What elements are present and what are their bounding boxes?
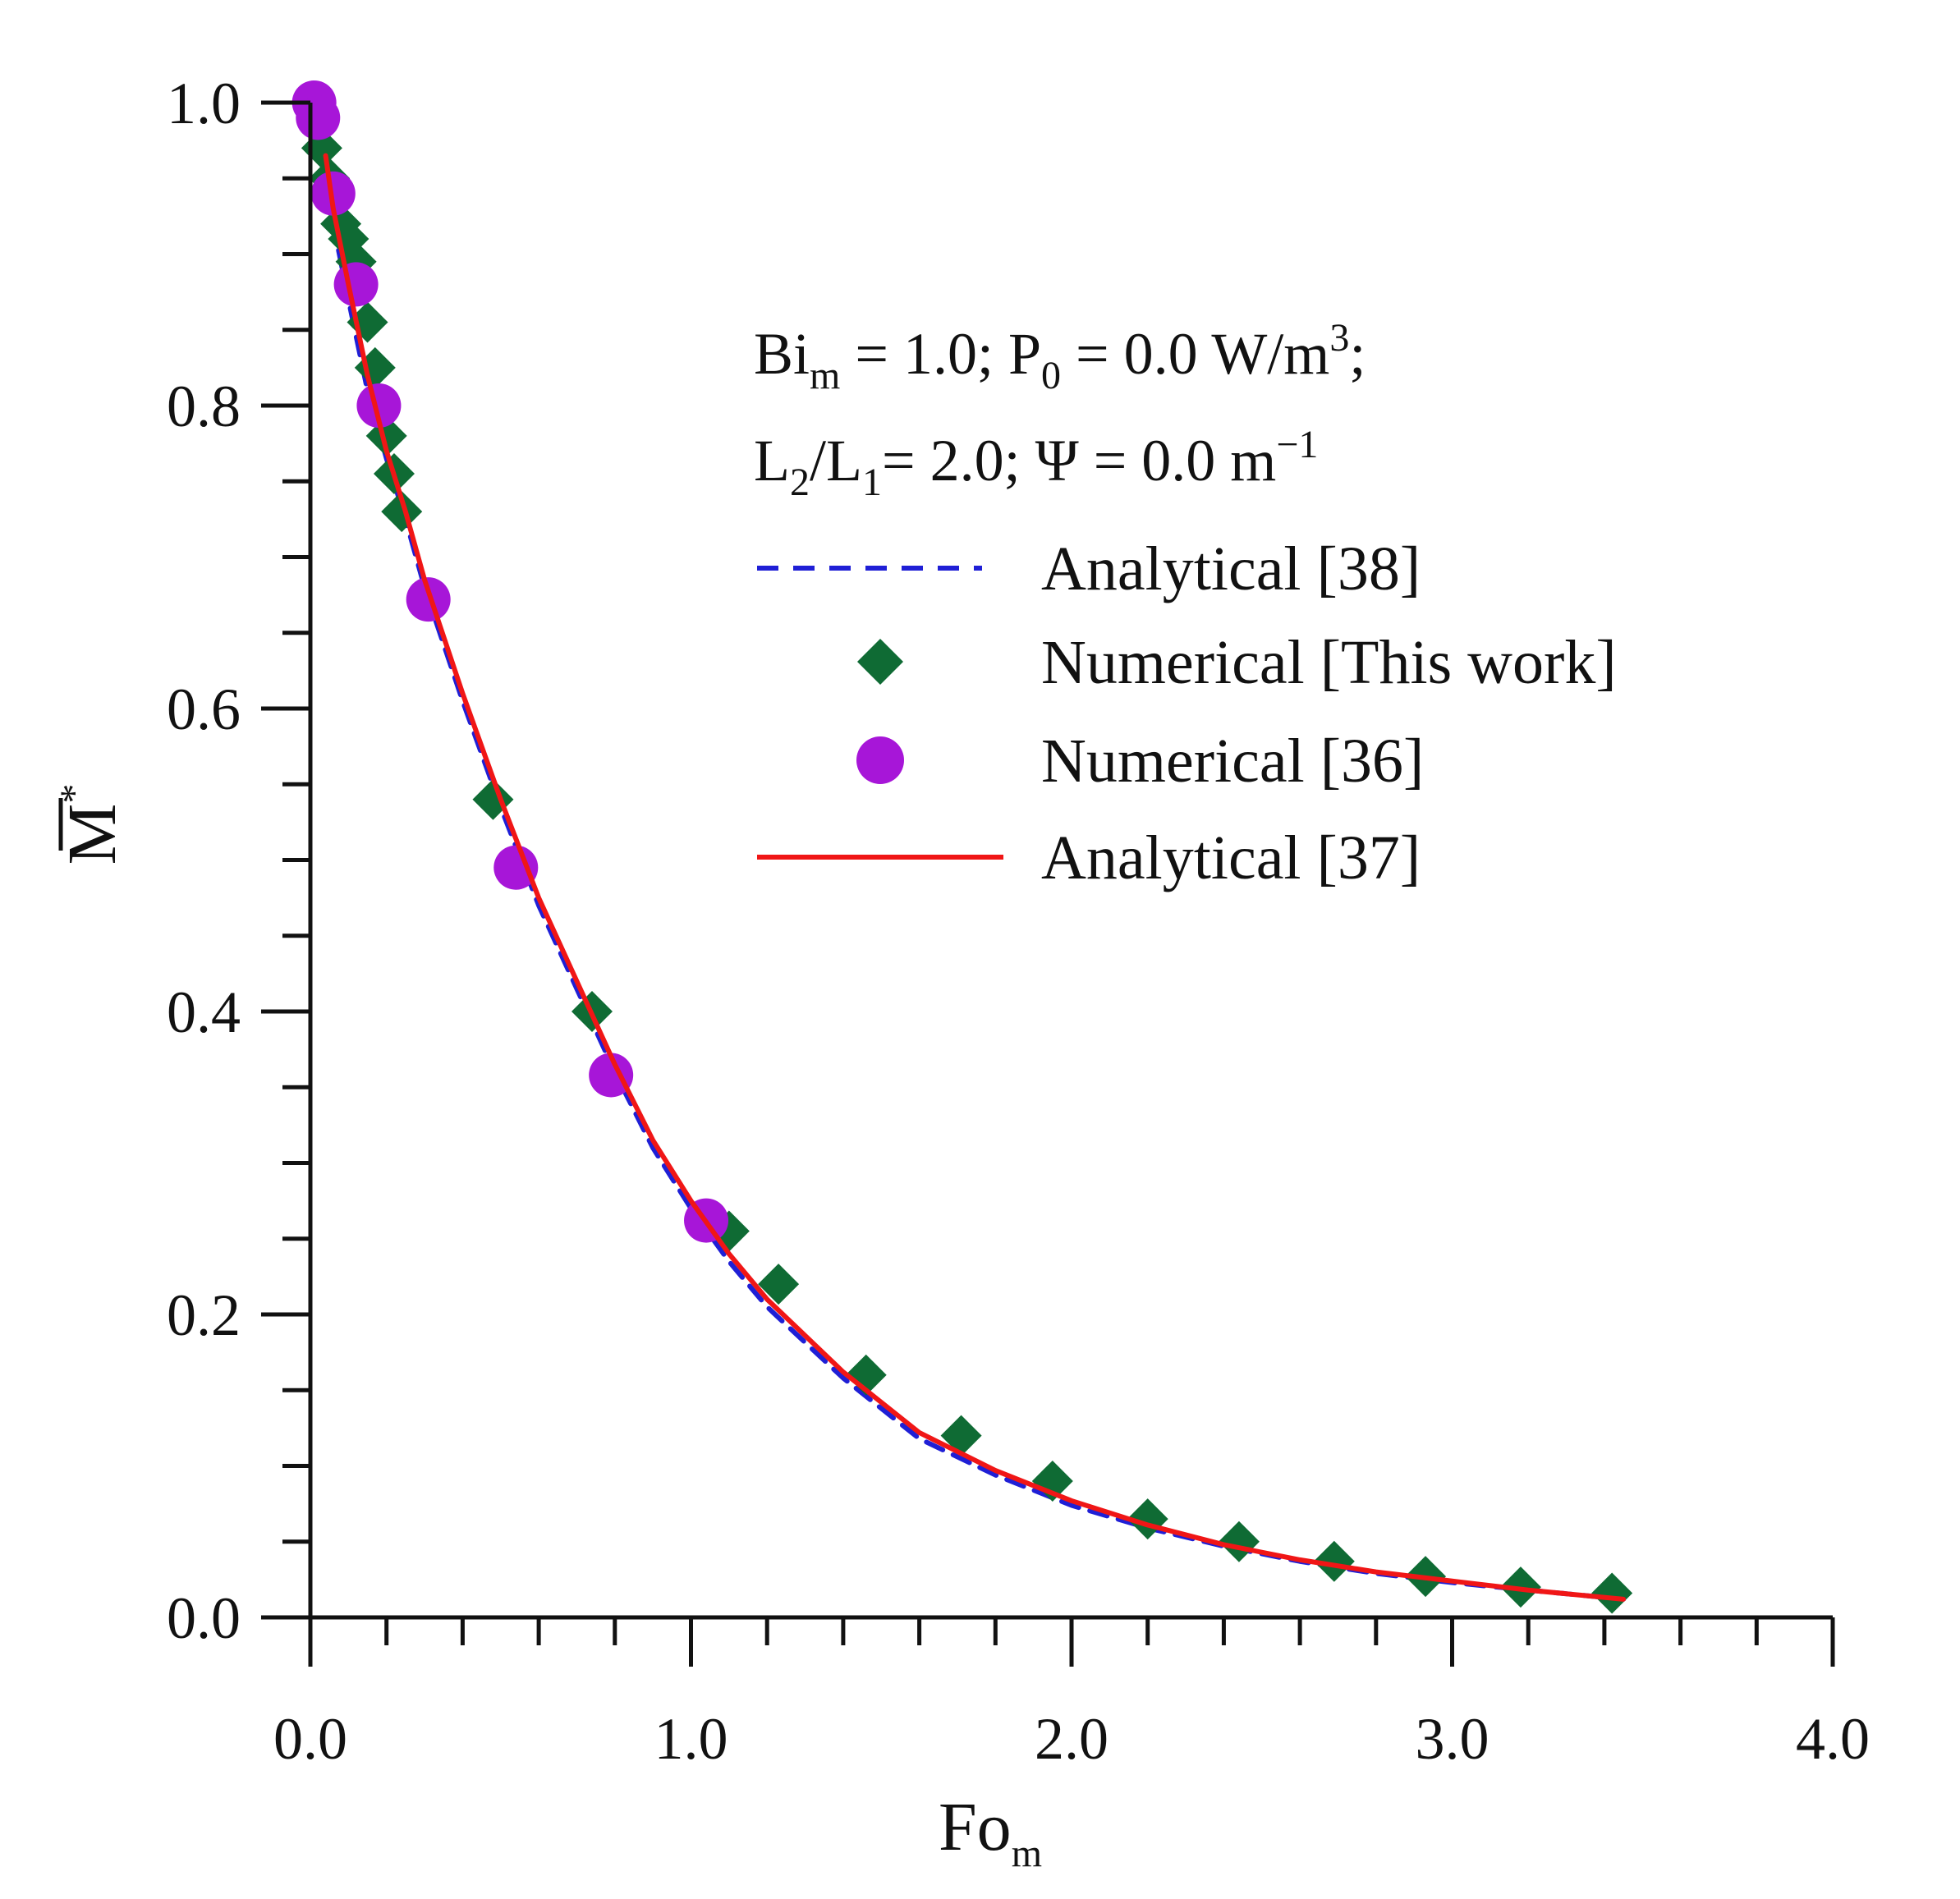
legend-item-numerical-this-work: Numerical [This work] <box>857 628 1617 697</box>
y-tick-label: 0.0 <box>167 1585 241 1651</box>
numerical-this-work-point <box>845 1354 887 1396</box>
numerical-36-point <box>356 383 402 428</box>
numerical-36-point <box>493 845 539 890</box>
y-ticks: 0.0 0.2 0.4 0.6 0.8 1.0 <box>167 71 310 1651</box>
numerical-this-work-point <box>1218 1521 1260 1562</box>
annotation-line-2: L2/L1= 2.0; Ψ = 0.0 m−1 <box>754 423 1318 504</box>
x-tick-label: 1.0 <box>654 1706 728 1772</box>
numerical-36-point <box>296 95 341 140</box>
x-tick-label: 2.0 <box>1035 1706 1109 1772</box>
plot-area <box>291 80 1633 1614</box>
legend-label: Analytical [38] <box>1041 534 1421 603</box>
legend-label: Analytical [37] <box>1041 823 1421 892</box>
y-axis-label: M* <box>53 784 131 865</box>
x-tick-label: 4.0 <box>1796 1706 1870 1772</box>
x-tick-label: 0.0 <box>273 1706 347 1772</box>
legend-item-analytical-38: Analytical [38] <box>757 534 1421 603</box>
legend-label: Numerical [36] <box>1041 727 1424 796</box>
x-tick-label: 3.0 <box>1416 1706 1490 1772</box>
axes: 0.0 1.0 2.0 3.0 4.0 0.0 0.2 0.4 0.6 0.8 1.0 <box>167 71 1870 1772</box>
numerical-36-point <box>406 577 451 622</box>
annotation-line-1: Bim = 1.0; P0 = 0.0 W/m3; <box>754 316 1366 397</box>
y-tick-label: 0.8 <box>167 374 241 439</box>
numerical-36-point <box>589 1053 634 1098</box>
legend-item-analytical-37: Analytical [37] <box>757 823 1421 892</box>
numerical-this-work-point <box>1313 1540 1355 1582</box>
legend-swatch-circle <box>856 736 904 784</box>
legend-item-numerical-36: Numerical [36] <box>856 727 1424 796</box>
y-tick-label: 1.0 <box>167 71 241 136</box>
numerical-this-work-point <box>758 1264 800 1305</box>
series-analytical-37-line <box>323 153 1627 1602</box>
y-tick-label: 0.6 <box>167 677 241 742</box>
x-ticks: 0.0 1.0 2.0 3.0 4.0 <box>273 1617 1870 1772</box>
numerical-36-point <box>333 262 379 307</box>
numerical-this-work-point <box>1591 1572 1633 1614</box>
svg-text:M*: M* <box>53 784 131 865</box>
y-tick-label: 0.4 <box>167 979 241 1045</box>
y-tick-label: 0.2 <box>167 1282 241 1348</box>
chart-annotation: Bim = 1.0; P0 = 0.0 W/m3; L2/L1= 2.0; Ψ … <box>754 316 1366 504</box>
legend-label: Numerical [This work] <box>1041 628 1617 697</box>
x-axis-label: Fom <box>939 1789 1042 1875</box>
numerical-this-work-point <box>940 1415 982 1456</box>
legend: Analytical [38] Numerical [This work] Nu… <box>757 534 1617 892</box>
numerical-this-work-point <box>381 491 423 533</box>
legend-swatch-diamond <box>857 639 903 685</box>
